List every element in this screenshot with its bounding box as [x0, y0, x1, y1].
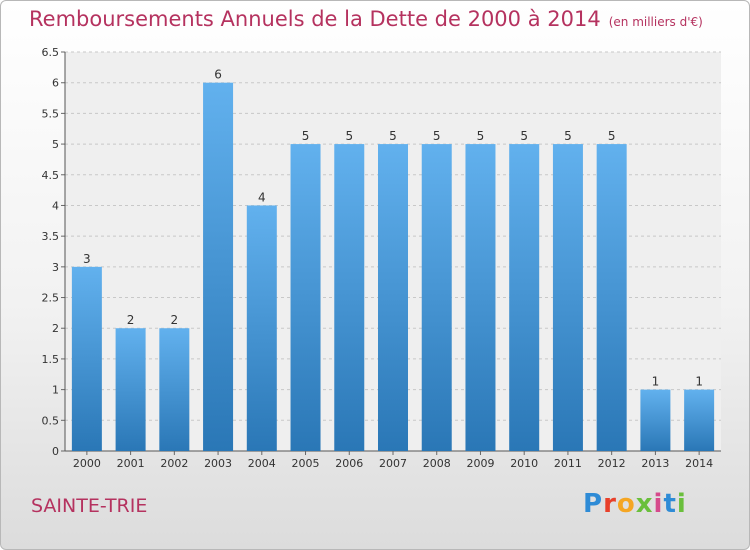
- x-tick-label: 2004: [248, 457, 276, 470]
- data-label: 5: [345, 129, 353, 143]
- bar-2011: [552, 144, 583, 452]
- data-label: 5: [520, 129, 528, 143]
- data-label: 2: [127, 313, 135, 327]
- logo-letter: t: [663, 489, 677, 519]
- data-label: 5: [608, 129, 616, 143]
- data-label: 5: [389, 129, 397, 143]
- x-tick-label: 2006: [335, 457, 363, 470]
- x-tick-label: 2002: [160, 457, 188, 470]
- y-tick-label: 3.5: [42, 230, 60, 243]
- y-tick-label: 3: [52, 261, 59, 274]
- y-tick-label: 0: [52, 445, 59, 458]
- y-tick-label: 4: [52, 199, 59, 212]
- bar-2004: [246, 205, 277, 451]
- logo-letter: P: [583, 489, 604, 519]
- y-tick-label: 0.5: [42, 414, 60, 427]
- logo-letter: o: [616, 489, 636, 519]
- commune-name: SAINTE-TRIE: [31, 495, 148, 517]
- x-tick-label: 2001: [117, 457, 145, 470]
- x-tick-label: 2007: [379, 457, 407, 470]
- data-label: 1: [695, 375, 703, 389]
- x-tick-label: 2000: [73, 457, 101, 470]
- x-tick-label: 2008: [423, 457, 451, 470]
- bar-2001: [115, 328, 146, 451]
- data-label: 4: [258, 190, 266, 204]
- x-tick-label: 2011: [554, 457, 582, 470]
- bar-2013: [640, 389, 671, 451]
- y-tick-label: 6: [52, 77, 59, 90]
- bar-2000: [71, 266, 102, 451]
- x-tick-label: 2010: [510, 457, 538, 470]
- logo-letter: i: [653, 489, 664, 519]
- data-label: 2: [171, 313, 179, 327]
- data-label: 1: [652, 375, 660, 389]
- x-tick-label: 2013: [641, 457, 669, 470]
- data-label: 5: [564, 129, 572, 143]
- bar-2012: [596, 144, 627, 452]
- bar-2002: [159, 328, 190, 451]
- data-label: 5: [302, 129, 310, 143]
- data-label: 5: [433, 129, 441, 143]
- y-tick-label: 1: [52, 384, 59, 397]
- x-tick-label: 2014: [685, 457, 713, 470]
- bar-2009: [465, 144, 496, 452]
- x-tick-label: 2003: [204, 457, 232, 470]
- data-label: 5: [477, 129, 485, 143]
- bar-2005: [290, 144, 321, 452]
- y-tick-label: 5: [52, 138, 59, 151]
- unit-label: (en milliers d'€): [608, 15, 703, 29]
- y-tick-label: 1.5: [42, 353, 60, 366]
- x-tick-label: 2009: [466, 457, 494, 470]
- y-tick-label: 5.5: [42, 107, 60, 120]
- data-label: 3: [83, 252, 91, 266]
- bar-2014: [684, 389, 715, 451]
- data-label: 6: [214, 68, 222, 82]
- logo-letter: x: [635, 489, 654, 519]
- bar-2006: [334, 144, 365, 452]
- chart-title: Remboursements Annuels de la Dette de 20…: [29, 7, 703, 31]
- bar-2007: [378, 144, 408, 452]
- y-tick-label: 2: [52, 322, 59, 335]
- logo-letter: i: [676, 489, 687, 519]
- logo-letter: r: [603, 489, 617, 519]
- proxiti-logo: Proxiti: [583, 489, 687, 519]
- y-tick-label: 6.5: [42, 46, 60, 59]
- bar-2008: [421, 144, 452, 452]
- y-tick-label: 2.5: [42, 292, 60, 305]
- bar-2010: [509, 144, 540, 452]
- title-text: Remboursements Annuels de la Dette de 20…: [29, 7, 601, 31]
- y-tick-label: 4.5: [42, 169, 60, 182]
- x-tick-label: 2012: [598, 457, 626, 470]
- bar-2003: [203, 82, 234, 451]
- x-tick-label: 2005: [292, 457, 320, 470]
